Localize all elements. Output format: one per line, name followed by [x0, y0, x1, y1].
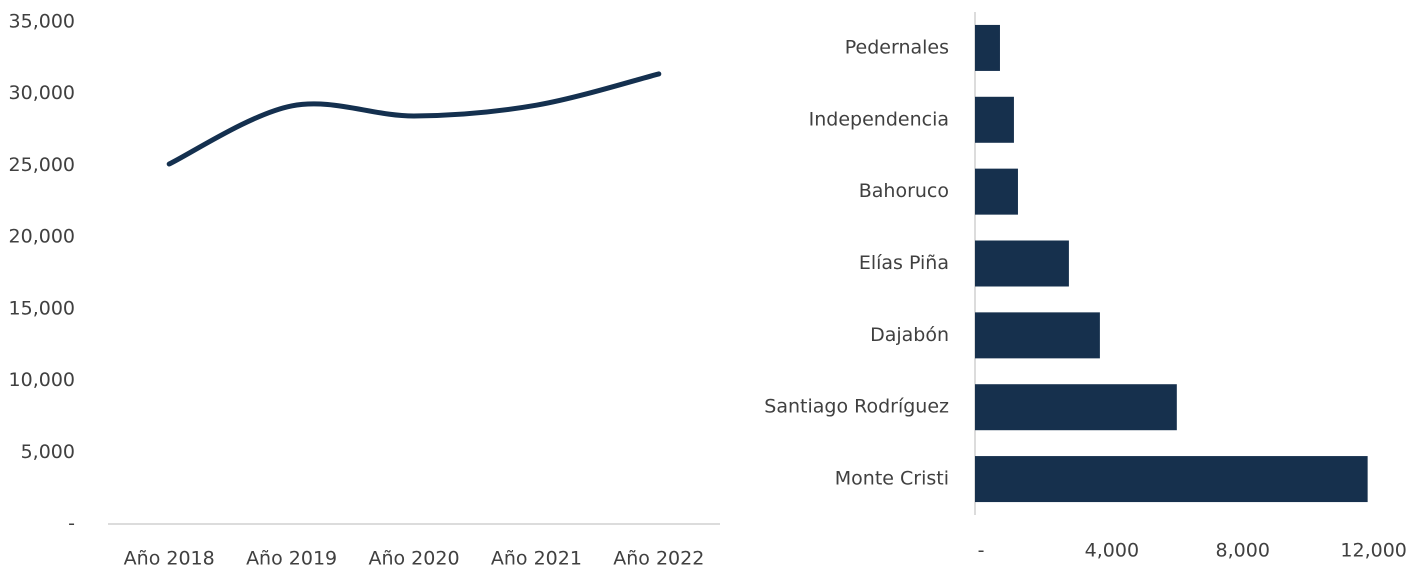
y-tick-label: 30,000 [9, 82, 75, 104]
y-tick-label: 15,000 [9, 297, 75, 319]
bar [975, 24, 1000, 71]
x-tick-label: Año 2022 [613, 548, 704, 570]
bar [975, 96, 1014, 143]
x-tick-label: 4,000 [1085, 540, 1139, 562]
bar [975, 168, 1018, 215]
x-tick-label: Año 2018 [124, 548, 215, 570]
x-tick-label: Año 2019 [246, 548, 337, 570]
y-tick-label: Santiago Rodríguez [764, 396, 949, 418]
y-tick-label: 35,000 [9, 11, 75, 33]
x-tick-label: Año 2020 [368, 548, 459, 570]
y-tick-label: 5,000 [21, 441, 75, 463]
line-series [166, 71, 662, 167]
bar [975, 240, 1069, 287]
y-tick-label: 10,000 [9, 369, 75, 391]
y-tick-label: 25,000 [9, 154, 75, 176]
bar [975, 312, 1100, 359]
y-tick-label: Monte Cristi [835, 468, 949, 490]
y-tick-label: - [68, 513, 75, 535]
y-tick-label: 20,000 [9, 226, 75, 248]
y-tick-label: Elías Piña [859, 252, 949, 274]
y-tick-label: Independencia [809, 108, 949, 130]
x-tick-label: Año 2021 [491, 548, 582, 570]
bar [975, 384, 1177, 431]
bar [975, 456, 1368, 503]
y-tick-label: Bahoruco [859, 180, 949, 202]
y-tick-label: Pedernales [845, 36, 949, 58]
y-tick-label: Dajabón [870, 324, 949, 346]
x-tick-label: 12,000 [1340, 540, 1406, 562]
x-tick-label: 8,000 [1216, 540, 1270, 562]
x-tick-label: - [978, 540, 985, 562]
